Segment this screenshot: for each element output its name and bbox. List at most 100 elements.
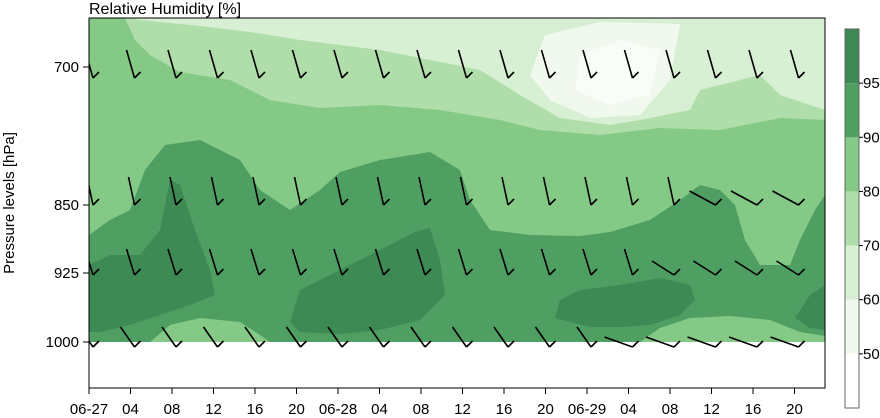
colorbar-tick-label: 90	[863, 129, 880, 146]
x-tick-label: 08	[164, 401, 181, 418]
wind-barb	[625, 176, 640, 206]
y-tick-label: 700	[54, 59, 79, 76]
x-tick-label: 06-29	[568, 401, 606, 418]
wind-barb	[89, 61, 100, 79]
wind-barb	[665, 49, 681, 79]
wind-barb	[119, 326, 142, 348]
colorbar-bin	[845, 137, 859, 192]
wind-barb	[706, 49, 723, 79]
wind-barb	[645, 336, 681, 348]
wind-barb	[772, 190, 806, 206]
x-tick-label: 08	[413, 401, 430, 418]
wind-barb	[202, 326, 225, 348]
wind-barb	[728, 336, 764, 348]
colorbar-frame	[844, 28, 860, 409]
colorbar-bin	[845, 191, 859, 246]
colorbar-bin	[845, 83, 859, 138]
wind-barb	[457, 49, 474, 79]
wind-barb	[169, 176, 183, 206]
wind-barb	[327, 326, 349, 348]
colorbar-bin	[845, 245, 859, 300]
colorbar-bin	[845, 353, 859, 408]
wind-barb	[125, 248, 142, 276]
wind-barb	[748, 49, 764, 79]
wind-barb	[368, 326, 391, 348]
wind-barb	[689, 190, 723, 206]
band-below-50	[575, 40, 660, 105]
wind-barb	[501, 176, 515, 206]
wind-barb	[416, 248, 432, 276]
wind-barb	[576, 326, 598, 348]
wind-barb	[89, 339, 100, 348]
x-tick-label: 12	[703, 401, 720, 418]
colorbar-tick-label: 60	[863, 292, 880, 309]
x-tick-label: 04	[371, 401, 388, 418]
x-tick-label: 20	[288, 401, 305, 418]
wind-barb	[293, 176, 308, 206]
x-tick-label: 20	[786, 401, 803, 418]
wind-barb	[291, 248, 308, 276]
x-tick-label: 12	[205, 401, 222, 418]
wind-barb	[734, 260, 764, 276]
wind-barb	[410, 326, 432, 348]
wind-barb	[459, 176, 474, 206]
band-95-100-b	[290, 228, 445, 334]
colorbar-bin	[845, 299, 859, 354]
chart-title: Relative Humidity [%]	[89, 1, 241, 18]
wind-barb	[418, 176, 432, 206]
wind-barb	[776, 260, 806, 276]
colorbar-tick-label: 70	[863, 238, 880, 255]
wind-barb	[499, 49, 515, 79]
wind-barb	[208, 248, 225, 276]
wind-barb	[125, 49, 142, 79]
wind-barb	[161, 326, 183, 348]
wind-barb	[499, 248, 515, 276]
wind-barb	[604, 336, 640, 348]
x-tick-label: 12	[454, 401, 471, 418]
wind-barb	[167, 248, 183, 276]
wind-barb	[335, 176, 349, 206]
x-tick-label: 16	[247, 401, 264, 418]
x-tick-label: 06-27	[70, 401, 108, 418]
x-tick-label: 16	[745, 401, 762, 418]
band-95-100-d	[795, 285, 825, 330]
wind-barb	[534, 326, 557, 348]
colorbar-tick-label: 95	[863, 75, 880, 92]
y-axis: 700 850 925 1000	[46, 59, 89, 351]
x-axis: 06-27 04 08 12 16 20 06-28 04 08 12 16 20 06-29 04 08 1…	[70, 388, 803, 418]
wind-barb	[451, 326, 474, 348]
wind-barb	[651, 260, 681, 276]
colorbar: 50 60 70 80 90 95	[844, 28, 880, 409]
x-tick-label: 04	[620, 401, 637, 418]
colorbar-bin	[845, 29, 859, 84]
wind-barb	[208, 49, 225, 79]
y-tick-label: 1000	[46, 334, 79, 351]
x-tick-label: 04	[122, 401, 139, 418]
colorbar-tick-label: 50	[863, 346, 880, 363]
y-tick-label: 850	[54, 197, 79, 214]
wind-barb	[540, 248, 557, 276]
wind-barb	[244, 326, 266, 348]
wind-barb	[210, 176, 225, 206]
x-tick-label: 06-28	[319, 401, 357, 418]
wind-barb	[789, 49, 806, 79]
band-80-90-lower	[150, 318, 270, 342]
wind-barb	[493, 326, 515, 348]
band-80-90-lower-b	[640, 316, 825, 342]
band-95-100-a	[89, 180, 215, 332]
plot-frame	[88, 17, 826, 389]
wind-barb	[667, 176, 681, 206]
wind-barb	[584, 176, 598, 206]
wind-barb	[540, 49, 557, 79]
wind-barb	[416, 49, 432, 79]
wind-barb	[333, 49, 349, 79]
wind-barb	[89, 259, 100, 276]
wind-barb	[623, 49, 640, 79]
wind-barb	[582, 248, 598, 276]
wind-barbs	[89, 49, 806, 348]
x-tick-label: 20	[537, 401, 554, 418]
band-95-100-c	[555, 278, 695, 327]
plot-area	[89, 18, 825, 388]
wind-barb	[374, 49, 391, 79]
